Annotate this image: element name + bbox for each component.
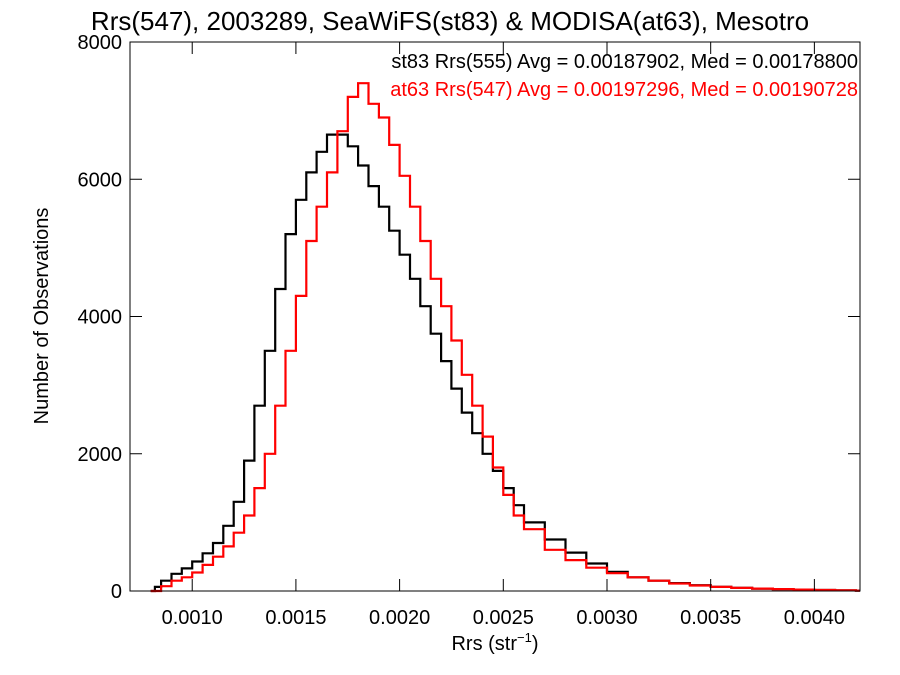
x-axis-label-main: Rrs (str bbox=[451, 633, 517, 655]
y-tick-label: 6000 bbox=[78, 169, 123, 191]
plot-area bbox=[150, 82, 860, 593]
y-axis-label: Number of Observations bbox=[31, 208, 53, 425]
x-axis-label-superscript: −1 bbox=[517, 630, 532, 645]
x-tick-label: 0.0030 bbox=[576, 607, 637, 629]
y-tick-label: 2000 bbox=[78, 444, 123, 466]
x-tick-label: 0.0035 bbox=[680, 607, 741, 629]
legend-entry-st83: st83 Rrs(555) Avg = 0.00187902, Med = 0.… bbox=[391, 51, 858, 73]
x-tick-label: 0.0015 bbox=[265, 607, 326, 629]
series-line-at63 bbox=[150, 82, 860, 593]
x-axis-label: Rrs (str−1) bbox=[451, 630, 538, 655]
x-tick-label: 0.0025 bbox=[473, 607, 534, 629]
y-tick-label: 0 bbox=[111, 581, 122, 603]
x-tick-label: 0.0010 bbox=[162, 607, 223, 629]
y-tick-label: 4000 bbox=[78, 307, 123, 329]
x-tick-label: 0.0020 bbox=[369, 607, 430, 629]
y-tick-label: 8000 bbox=[78, 32, 123, 54]
x-axis-label-suffix: ) bbox=[532, 633, 539, 655]
axis-ticks: 0.0010 0.0015 0.0020 0.0025 0.0030 0.0035 0.00… bbox=[78, 32, 860, 629]
x-tick-label: 0.0040 bbox=[784, 607, 845, 629]
chart-title: Rrs(547), 2003289, SeaWiFS(st83) & MODIS… bbox=[91, 6, 809, 36]
legend-entry-at63: at63 Rrs(547) Avg = 0.00197296, Med = 0.… bbox=[390, 79, 858, 101]
